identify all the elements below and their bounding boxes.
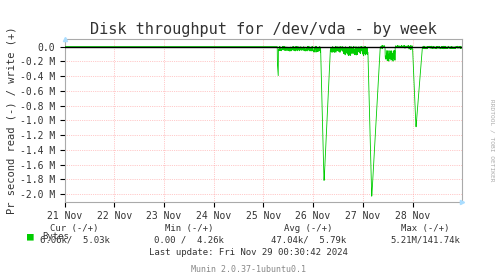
Text: RRDTOOL / TOBI OETIKER: RRDTOOL / TOBI OETIKER xyxy=(490,99,495,181)
Text: Avg (-/+): Avg (-/+) xyxy=(284,224,332,233)
Text: Bytes: Bytes xyxy=(42,232,69,241)
Text: 0.00 /  4.26k: 0.00 / 4.26k xyxy=(154,235,224,244)
Text: Last update: Fri Nov 29 00:30:42 2024: Last update: Fri Nov 29 00:30:42 2024 xyxy=(149,248,348,257)
Text: 47.04k/  5.79k: 47.04k/ 5.79k xyxy=(270,235,346,244)
Text: Max (-/+): Max (-/+) xyxy=(401,224,449,233)
Title: Disk throughput for /dev/vda - by week: Disk throughput for /dev/vda - by week xyxy=(90,22,437,37)
Text: ■: ■ xyxy=(27,232,34,242)
Y-axis label: Pr second read (-) / write (+): Pr second read (-) / write (+) xyxy=(7,27,17,214)
Text: 6.06k/  5.03k: 6.06k/ 5.03k xyxy=(40,235,109,244)
Text: Min (-/+): Min (-/+) xyxy=(165,224,213,233)
Text: 5.21M/141.74k: 5.21M/141.74k xyxy=(390,235,460,244)
Text: Cur (-/+): Cur (-/+) xyxy=(50,224,99,233)
Text: Munin 2.0.37-1ubuntu0.1: Munin 2.0.37-1ubuntu0.1 xyxy=(191,265,306,274)
